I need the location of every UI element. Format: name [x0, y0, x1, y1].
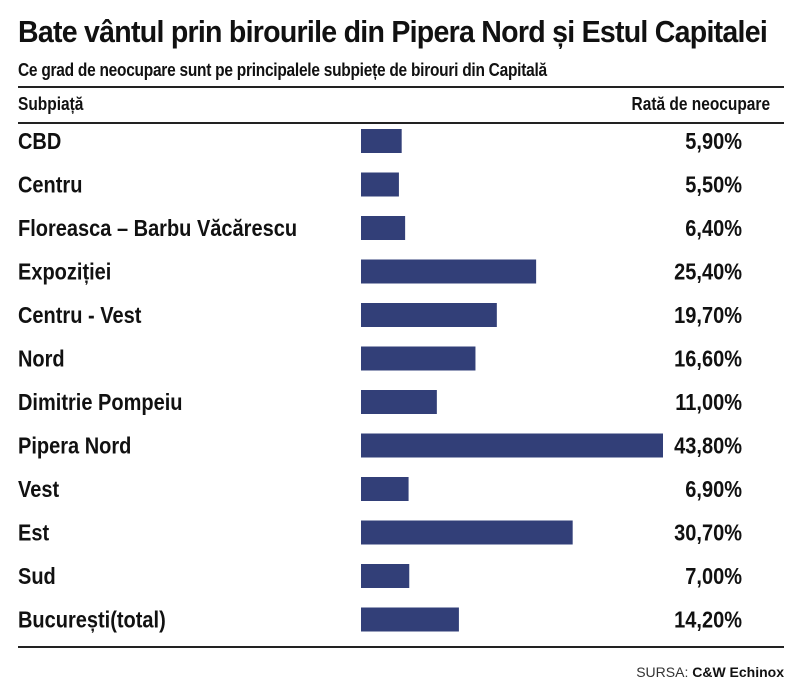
source-label: SURSA:	[636, 664, 689, 680]
header-divider	[18, 122, 784, 124]
column-header-subpiata: Subpiață	[18, 94, 84, 114]
value-label: 16,60%	[674, 345, 742, 372]
category-label: Est	[18, 519, 49, 546]
bar	[361, 607, 459, 632]
value-label: 6,40%	[685, 215, 742, 242]
bar	[361, 433, 663, 458]
bar	[361, 346, 476, 371]
bar	[361, 259, 537, 284]
bar	[361, 216, 406, 240]
category-label: CBD	[18, 128, 61, 155]
chart-subtitle: Ce grad de neocupare sunt pe principalel…	[18, 60, 547, 80]
category-label: Floreasca – Barbu Văcărescu	[18, 215, 297, 242]
value-label: 30,70%	[674, 519, 742, 546]
value-label: 7,00%	[685, 563, 742, 590]
category-label: Expoziției	[18, 258, 111, 285]
category-label: București(total)	[18, 606, 166, 633]
bottom-divider	[18, 646, 784, 648]
value-label: 14,20%	[674, 606, 742, 633]
bar	[361, 520, 573, 545]
category-label: Pipera Nord	[18, 432, 131, 459]
value-label: 6,90%	[685, 476, 742, 503]
value-label: 43,80%	[674, 432, 742, 459]
bar	[361, 129, 402, 153]
category-label: Centru - Vest	[18, 302, 141, 329]
source-note: SURSA: C&W Echinox	[636, 664, 784, 680]
chart-title: Bate vântul prin birourile din Pipera No…	[18, 14, 768, 49]
column-header-rata: Rată de neocupare	[631, 94, 770, 114]
bar	[361, 172, 399, 197]
value-label: 19,70%	[674, 302, 742, 329]
value-label: 25,40%	[674, 258, 742, 285]
bar	[361, 303, 497, 327]
category-label: Nord	[18, 345, 65, 372]
category-label: Sud	[18, 563, 56, 590]
category-label: Vest	[18, 476, 59, 503]
bar	[361, 564, 410, 588]
value-label: 11,00%	[675, 389, 742, 416]
category-label: Centru	[18, 171, 82, 198]
value-label: 5,50%	[685, 171, 742, 198]
value-label: 5,90%	[685, 128, 742, 155]
category-label: Dimitrie Pompeiu	[18, 389, 182, 416]
top-divider	[18, 86, 784, 88]
source-value: C&W Echinox	[692, 664, 784, 680]
bar	[361, 477, 409, 501]
bar	[361, 390, 437, 414]
